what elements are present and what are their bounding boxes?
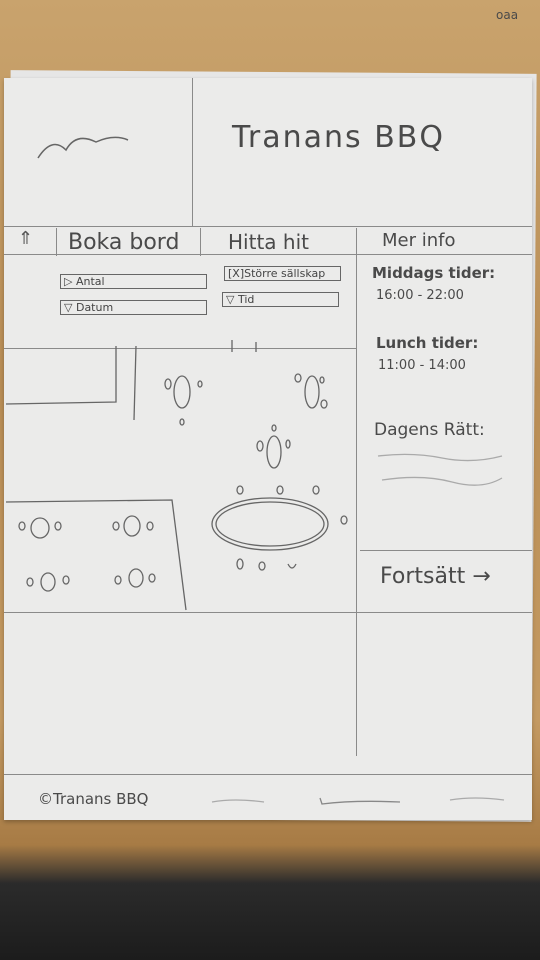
nav-sep-1 [56,228,57,256]
antal-label: Antal [75,275,105,288]
nav-top-line [4,226,532,227]
storre-label: Större sällskap [244,267,326,280]
header-divider [192,78,193,226]
tid-dropdown[interactable]: ▽ Tid [222,292,339,307]
page-title: Tranans BBQ [232,120,445,155]
nav-hitta-hit[interactable]: Hitta hit [228,230,309,254]
map-top-line [4,348,356,349]
datum-dropdown[interactable]: ▽ Datum [60,300,207,315]
logo-bird-icon [37,136,129,159]
nav-bottom-line [4,254,532,255]
sidebar-divider [356,228,357,756]
checkbox-x-icon: [X] [228,267,245,280]
up-arrow-icon[interactable]: ⇑ [18,228,34,249]
lunch-hours: 11:00 - 14:00 [378,358,466,373]
footer-copyright: ©Tranans BBQ [38,790,149,808]
datum-label: Datum [75,301,114,314]
middag-hours: 16:00 - 22:00 [376,288,464,303]
lunch-title: Lunch tider: [376,334,479,352]
chevron-down-icon: ▽ [226,293,235,306]
sidebar-line [360,550,532,551]
nav-boka-bord[interactable]: Boka bord [68,230,180,255]
antal-dropdown[interactable]: ▷ Antal [60,274,207,289]
dagens-title: Dagens Rätt: [374,420,485,440]
fortsatt-button[interactable]: Fortsätt → [380,564,491,589]
dagens-placeholder-lines [377,453,503,486]
middag-title: Middags tider: [372,264,496,282]
wireframe-sheet: Tranans BBQ ⇑ Boka bord Hitta hit Mer in… [4,78,532,820]
nav-sep-2 [200,228,201,256]
chevron-down-icon: ▽ [64,301,73,314]
map-bottom-line [4,612,532,613]
tid-label: Tid [237,293,255,306]
footer-line [4,774,532,775]
corner-mark: oaa [496,8,519,22]
floor-plan [5,340,348,611]
footer-placeholder-lines [211,797,505,805]
chevron-down-icon: ▷ [64,275,73,288]
nav-mer-info[interactable]: Mer info [382,230,456,251]
storre-sallskap-checkbox[interactable]: [X]Större sällskap [224,266,341,281]
